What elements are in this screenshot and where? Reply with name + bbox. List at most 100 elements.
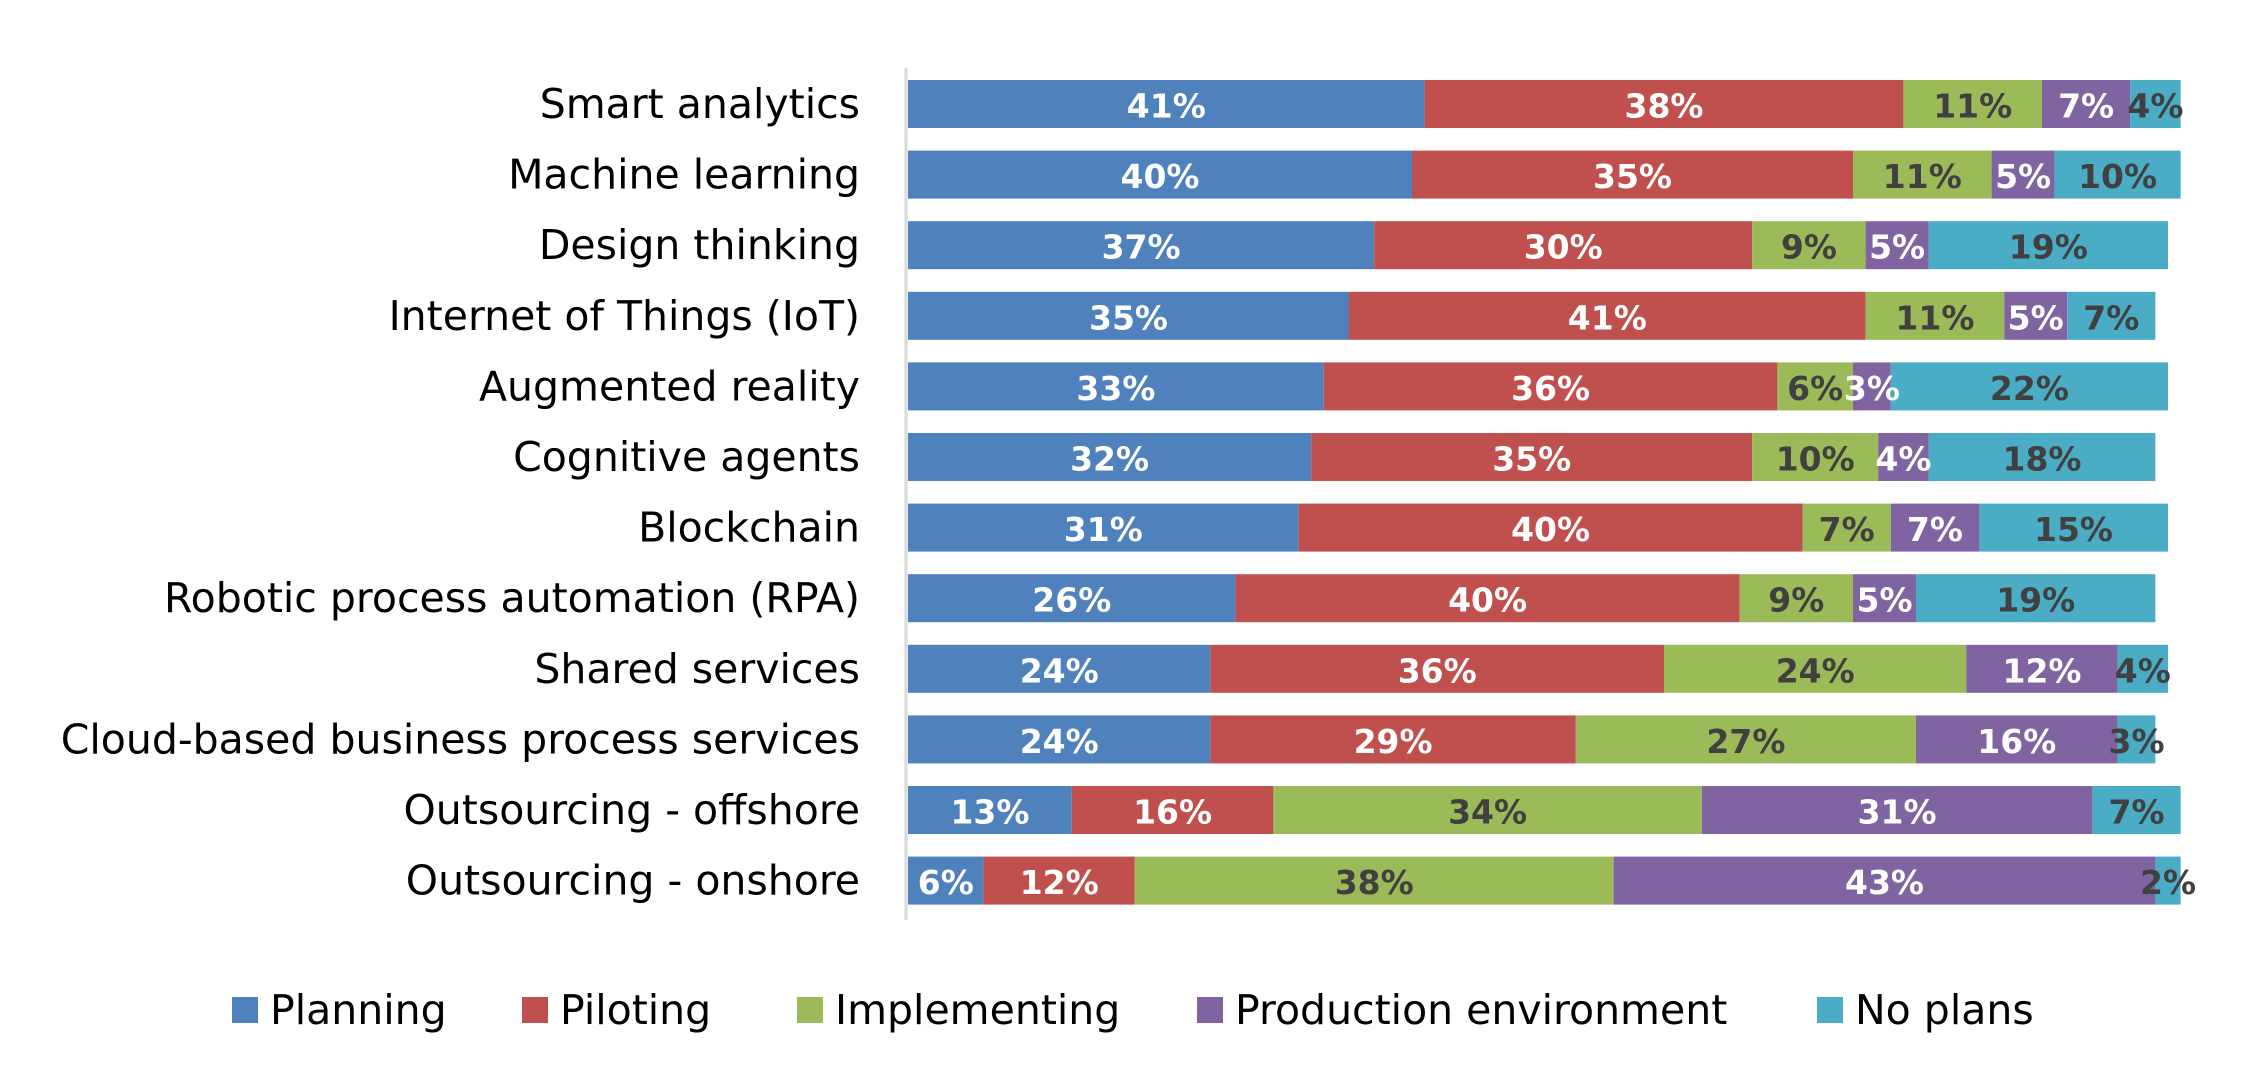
data-label: 11% (1883, 157, 1962, 196)
data-label: 34% (1448, 793, 1527, 832)
bar-segment (1853, 574, 1916, 623)
data-label: 16% (1977, 722, 2056, 761)
data-label: 10% (2078, 157, 2157, 196)
data-label: 11% (1933, 87, 2012, 126)
data-label: 31% (1858, 793, 1937, 832)
bar-segment (1323, 362, 1778, 411)
bar-segment (1374, 221, 1753, 270)
bar-segment (1903, 80, 2042, 128)
bar-segment (1210, 715, 1576, 764)
bar-segment (1890, 362, 2168, 411)
bar-segment (1916, 715, 2118, 764)
bar-segment (1752, 433, 1879, 481)
legend: Planning Piloting Implementing Production e… (232, 986, 2034, 1034)
category-label: Outsourcing - offshore (404, 786, 860, 834)
bar-segment (2130, 80, 2181, 128)
data-label: 5% (1856, 581, 1912, 620)
category-label: Shared services (534, 645, 860, 693)
legend-label: Production environment (1235, 986, 1727, 1034)
bar-segment (908, 362, 1324, 411)
bar-segment (908, 221, 1375, 270)
bar-segment (1991, 150, 2055, 199)
data-label: 4% (2115, 651, 2171, 690)
data-label: 15% (2034, 510, 2113, 549)
data-label: 12% (2003, 651, 2082, 690)
data-label: 35% (1492, 440, 1571, 479)
bar-segment (2155, 856, 2181, 905)
bar-segment (1273, 786, 1702, 834)
category-label: Machine learning (508, 151, 860, 199)
data-label: 35% (1593, 157, 1672, 196)
data-label: 5% (1869, 228, 1925, 267)
bar-segment (1349, 291, 1866, 340)
bar-segment (2067, 291, 2156, 340)
category-label: Cloud-based business process services (61, 715, 860, 763)
bar-segment (2117, 644, 2168, 693)
legend-label: Implementing (835, 986, 1120, 1034)
category-label: Outsourcing - onshore (406, 857, 860, 905)
legend-swatch (1197, 997, 1223, 1023)
data-label: 24% (1020, 651, 1099, 690)
data-label: 11% (1895, 298, 1974, 337)
data-label: 30% (1524, 228, 1603, 267)
bar-segment (908, 786, 1072, 834)
bar-segment (1298, 503, 1803, 552)
bar-segment (2042, 80, 2131, 128)
data-label: 7% (2108, 793, 2164, 832)
data-label: 7% (1907, 510, 1963, 549)
data-label: 5% (2008, 298, 2064, 337)
category-label: Blockchain (638, 504, 860, 552)
data-label: 37% (1102, 228, 1181, 267)
bar-segment (908, 503, 1299, 552)
bar-segment (1777, 362, 1853, 411)
data-label: 27% (1706, 722, 1785, 761)
bar-segment (1424, 80, 1904, 128)
data-label: 40% (1511, 510, 1590, 549)
category-labels-layer: Smart analytics Machine learning Design th… (61, 80, 860, 905)
bar-segment (1928, 433, 2156, 481)
bar-segment (1865, 221, 1929, 270)
bar-segment (1979, 503, 2168, 552)
data-label: 29% (1354, 722, 1433, 761)
data-label: 9% (1768, 581, 1824, 620)
bar-segment (2117, 715, 2156, 764)
category-label: Robotic process automation (RPA) (164, 574, 860, 622)
data-label: 3% (1844, 369, 1900, 408)
bar-segment (2054, 150, 2181, 199)
bar-segment (1853, 150, 1992, 199)
bar-segment (1071, 786, 1274, 834)
data-label: 36% (1398, 651, 1477, 690)
bar-segment (1890, 503, 1979, 552)
category-label: Cognitive agents (513, 433, 860, 481)
category-label: Design thinking (539, 221, 860, 269)
legend-swatch (232, 997, 258, 1023)
data-label: 13% (950, 793, 1029, 832)
data-label: 10% (1776, 440, 1855, 479)
data-label: 32% (1070, 440, 1149, 479)
bar-segment (1928, 221, 2168, 270)
data-label: 2% (2140, 863, 2196, 902)
data-label: 24% (1020, 722, 1099, 761)
bar-segment (1575, 715, 1916, 764)
data-label: 18% (2003, 440, 2082, 479)
bar-segment (1802, 503, 1891, 552)
bar-segment (908, 291, 1349, 340)
legend-swatch (1817, 997, 1843, 1023)
category-label: Smart analytics (540, 80, 860, 128)
data-label: 41% (1127, 87, 1206, 126)
bar-segment (908, 574, 1236, 623)
bar-segment (1865, 291, 2005, 340)
data-label: 4% (1875, 440, 1931, 479)
bar-segment (908, 644, 1211, 693)
bar-segment (1739, 574, 1853, 623)
data-label: 35% (1089, 298, 1168, 337)
bar-segment (1134, 856, 1614, 905)
bar-segment (1210, 644, 1664, 693)
data-label: 4% (2127, 87, 2183, 126)
legend-swatch (522, 997, 548, 1023)
bar-segment (2004, 291, 2068, 340)
bar-segment (2092, 786, 2181, 834)
data-label: 22% (1990, 369, 2069, 408)
data-label: 12% (1020, 863, 1099, 902)
